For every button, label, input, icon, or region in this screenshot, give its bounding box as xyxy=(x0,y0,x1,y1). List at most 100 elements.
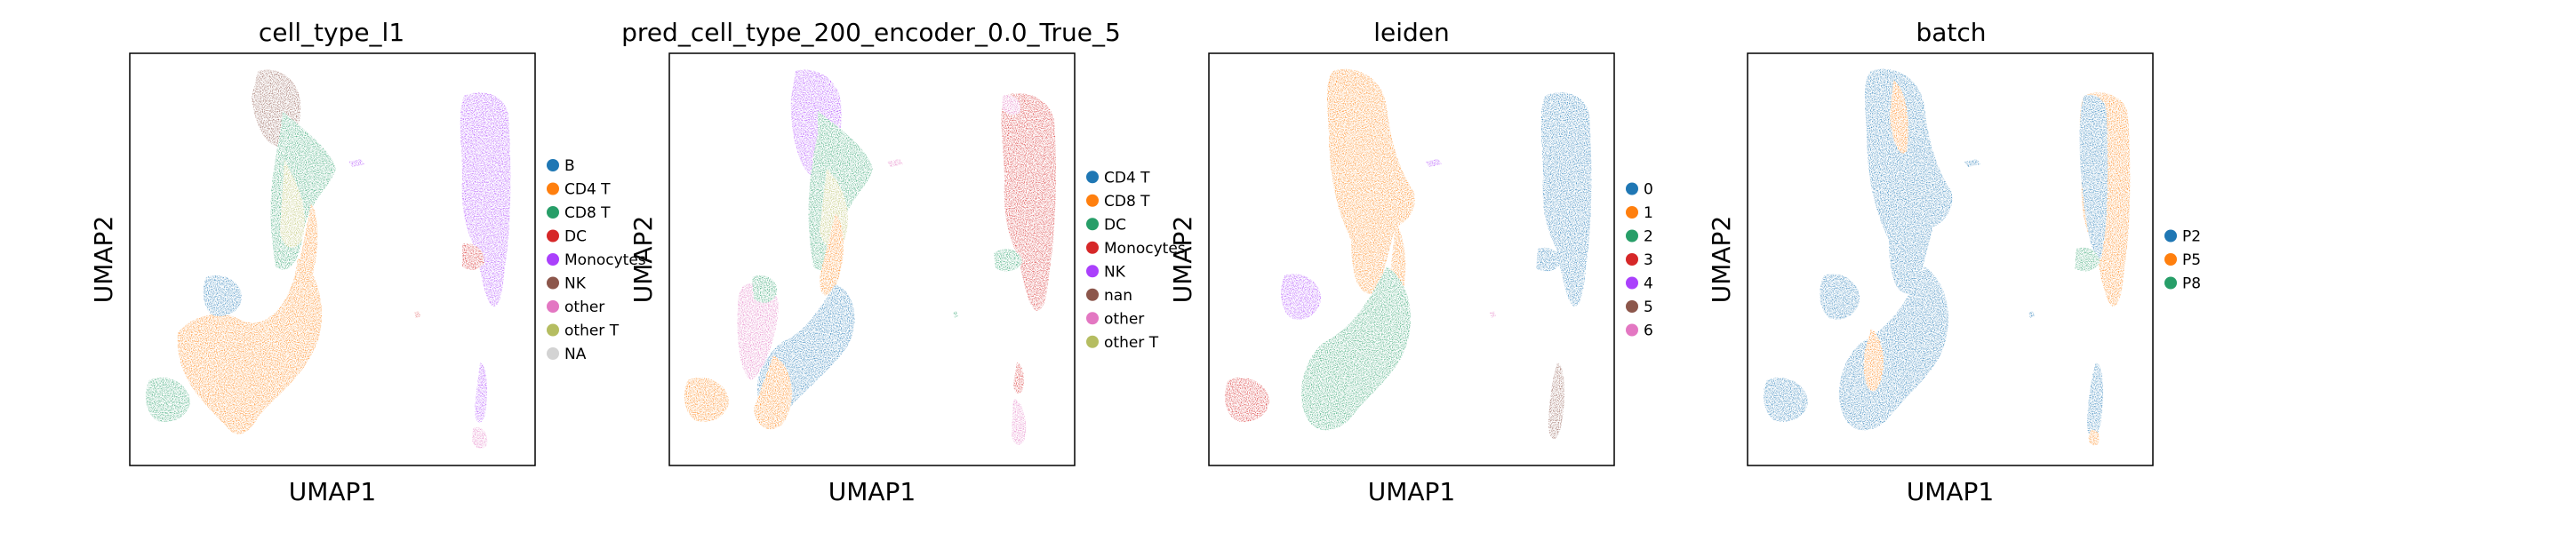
x-axis-label: UMAP1 xyxy=(289,477,377,506)
cluster-1 xyxy=(1326,68,1415,294)
plot-frame xyxy=(1208,52,1615,466)
legend-item: P2 xyxy=(2164,228,2201,246)
legend-item: 5 xyxy=(1626,298,1653,316)
legend-marker xyxy=(1626,323,1638,337)
legend-label: 3 xyxy=(1644,251,1653,269)
panel-title: cell_type_l1 xyxy=(259,18,404,47)
legend-item: CD8 T xyxy=(547,204,611,222)
cluster-right-branch xyxy=(2075,247,2100,272)
legend-marker xyxy=(1086,241,1099,254)
panel-batch: batch UMAP1 UMAP2 P2 P5 P8 xyxy=(1707,18,2201,506)
legend-label: P5 xyxy=(2182,251,2201,269)
cluster-speck-dc xyxy=(953,311,958,318)
legend-label: Monocytes xyxy=(1104,240,1186,258)
legend-marker xyxy=(1626,253,1638,266)
cluster-0-branch xyxy=(1536,247,1561,272)
legend-marker xyxy=(1626,229,1638,243)
legend: B CD4 T CD8 T DC Monocytes NK other other T NA xyxy=(547,157,646,363)
legend-item: DC xyxy=(547,228,587,246)
legend: 0 1 2 3 4 5 6 xyxy=(1626,181,1653,340)
legend-item: 2 xyxy=(1626,228,1653,246)
plot-frame xyxy=(129,52,536,466)
legend-label: CD8 T xyxy=(1104,193,1150,211)
legend-marker xyxy=(1086,288,1099,301)
x-axis-label: UMAP1 xyxy=(828,477,916,506)
legend-marker xyxy=(1626,206,1638,219)
cluster-speck xyxy=(887,159,903,167)
legend-item: B xyxy=(547,157,575,175)
legend-label: 5 xyxy=(1644,298,1653,316)
cluster-tail xyxy=(2087,362,2103,439)
cluster-speck-4 xyxy=(1426,159,1442,167)
y-axis-label: UMAP2 xyxy=(89,216,118,304)
cluster-b xyxy=(1820,274,1860,320)
legend-label: 0 xyxy=(1644,181,1653,199)
legend-marker xyxy=(547,159,559,171)
umap-scatter xyxy=(145,69,511,449)
umap-scatter xyxy=(1224,68,1592,439)
cluster-other-bottom xyxy=(1012,399,1027,445)
legend: P2 P5 P8 xyxy=(2164,228,2201,293)
legend-marker xyxy=(547,253,559,266)
legend-marker xyxy=(2164,229,2177,243)
legend-marker xyxy=(2164,253,2177,266)
legend-item: P8 xyxy=(2164,275,2201,293)
cluster-tail-p5 xyxy=(2088,429,2100,446)
cluster-upper xyxy=(1864,68,1953,294)
cluster-0 xyxy=(1540,92,1592,306)
panel-pred-cell-type: pred_cell_type_200_encoder_0.0_True_5 UM… xyxy=(621,18,1186,506)
legend-item: Monocytes xyxy=(1086,240,1186,258)
legend-label: P8 xyxy=(2182,275,2201,293)
cluster-4 xyxy=(1280,274,1321,320)
legend-item: Monocytes xyxy=(547,251,646,269)
legend-label: other T xyxy=(1104,334,1159,352)
cluster-speck-2 xyxy=(2028,311,2035,318)
legend-marker xyxy=(547,276,559,290)
cluster-speck-dc xyxy=(414,311,420,318)
legend-label: 4 xyxy=(1644,275,1653,293)
legend-item: P5 xyxy=(2164,251,2201,269)
cluster-lower-p5 xyxy=(1863,329,1884,392)
legend-label: CD4 T xyxy=(1104,169,1150,187)
cluster-cd4-t xyxy=(177,258,322,434)
legend-item: other xyxy=(547,298,604,316)
legend-marker xyxy=(547,206,559,219)
panel-leiden: leiden UMAP1 UMAP2 0 1 2 3 4 5 6 xyxy=(1168,18,1653,506)
legend-item: 6 xyxy=(1626,322,1653,340)
legend-item: other T xyxy=(1086,334,1159,352)
cluster-2 xyxy=(1300,266,1411,431)
cluster-monocytes xyxy=(1001,93,1056,311)
cluster-other-top xyxy=(1002,94,1021,115)
legend-item: DC xyxy=(1086,216,1126,234)
legend-label: P2 xyxy=(2182,228,2201,246)
legend-item: NA xyxy=(547,346,587,363)
legend-marker xyxy=(1086,335,1099,348)
legend-marker xyxy=(547,229,559,243)
legend-label: CD4 T xyxy=(564,181,611,199)
legend-item: CD4 T xyxy=(547,181,611,199)
cluster-cd4-t-stem xyxy=(298,204,318,288)
y-axis-label: UMAP2 xyxy=(1707,216,1736,304)
legend: CD4 T CD8 T DC Monocytes NK nan other other T xyxy=(1086,169,1186,352)
legend-item: nan xyxy=(1086,287,1132,305)
cluster-speck xyxy=(1964,159,1980,167)
x-axis-label: UMAP1 xyxy=(1907,477,1995,506)
legend-item: NK xyxy=(1086,263,1126,281)
umap-scatter xyxy=(1763,68,2131,446)
legend-marker xyxy=(1626,300,1638,313)
cluster-3 xyxy=(1224,378,1269,422)
cluster-dc-blob xyxy=(752,275,778,303)
legend-label: NK xyxy=(564,275,587,293)
cluster-lower xyxy=(1838,266,1948,431)
legend-label: 1 xyxy=(1644,204,1653,222)
legend-marker xyxy=(1086,171,1099,184)
panel-title: pred_cell_type_200_encoder_0.0_True_5 xyxy=(621,18,1121,47)
panel-title: batch xyxy=(1916,18,1986,47)
cluster-speck xyxy=(348,159,364,167)
legend-label: other xyxy=(564,298,604,316)
cluster-cd8-left xyxy=(145,378,190,422)
legend-label: other T xyxy=(564,322,620,340)
legend-item: other T xyxy=(547,322,620,340)
legend-marker xyxy=(547,347,559,360)
